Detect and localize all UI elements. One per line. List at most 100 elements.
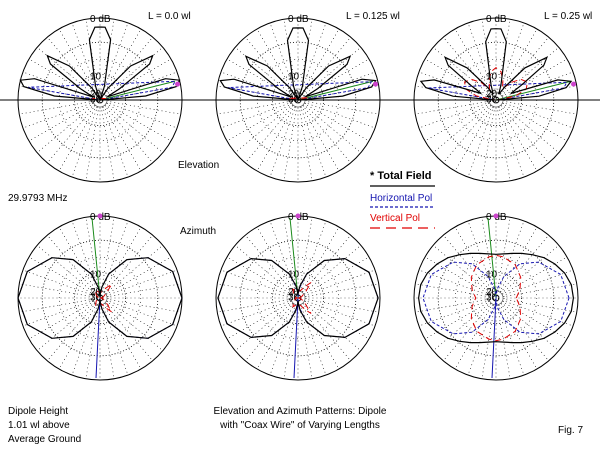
legend-vertical-pol: Vertical Pol [370, 213, 421, 224]
grid-ring-minor [454, 256, 538, 340]
grid-spoke [256, 300, 298, 370]
vertical-pol-trace [464, 67, 528, 101]
grid-spoke [498, 100, 568, 142]
peak-marker [571, 81, 577, 87]
ring-label: 0 dB [90, 14, 111, 25]
grid-spoke [28, 298, 98, 340]
total-field-trace [417, 252, 575, 344]
ring-label: 0 dB [288, 14, 309, 25]
vertical-pol-trace [470, 254, 522, 342]
grid-spoke [424, 58, 494, 100]
elevation-label: Elevation [178, 160, 220, 171]
grid-spoke [100, 226, 142, 296]
ring-label: 10 [90, 71, 102, 82]
grid-ring-minor [58, 256, 142, 340]
azimuth-ray-down [491, 297, 497, 379]
grid-spoke [28, 256, 98, 298]
grid-spoke [298, 102, 340, 172]
grid-spoke [28, 100, 98, 142]
horizontal-pol-trace [227, 81, 373, 101]
total-field-trace [19, 26, 181, 101]
grid-ring [74, 271, 127, 324]
ring-label: 10 [90, 269, 102, 280]
ring-label: 20 [486, 287, 498, 298]
legend-horizontal-pol: Horizontal Pol [370, 193, 433, 204]
ring-label: 30 [90, 293, 102, 304]
grid-spoke [454, 300, 496, 370]
grid-spoke [226, 298, 296, 340]
horizontal-pol-trace [28, 80, 176, 101]
azimuth-label: Azimuth [180, 226, 217, 237]
grid-spoke [496, 102, 538, 172]
azimuth-ray-up [91, 217, 101, 299]
legend-total-field: * Total Field [370, 170, 432, 182]
grid-spoke [256, 226, 298, 296]
vertical-pol-trace [292, 282, 312, 314]
peak-marker [373, 81, 379, 87]
azimuth-ray-down [293, 297, 299, 379]
grid-spoke [226, 256, 296, 298]
peak-marker [175, 81, 181, 87]
grid-spoke [298, 300, 340, 370]
ring-label: 0 dB [486, 14, 507, 25]
grid-spoke [300, 100, 370, 142]
grid-spoke [298, 226, 340, 296]
grid-spoke [100, 300, 142, 370]
grid-spoke [496, 300, 538, 370]
grid-spoke [102, 298, 172, 340]
figure-number: Fig. 7 [558, 425, 584, 436]
grid-ring [271, 271, 324, 324]
caption-line-2: with "Coax Wire" of Varying Lengths [220, 420, 380, 431]
grid-spoke [102, 256, 172, 298]
grid-spoke [58, 300, 100, 370]
peak-marker [97, 213, 103, 219]
height-line-2: 1.01 wl above [8, 420, 70, 431]
max-gain-ray [495, 80, 572, 101]
total-field-trace [419, 28, 573, 101]
azimuth-ray-down [95, 297, 101, 379]
azimuth-ray-up [487, 217, 497, 299]
ring-label: 10 [486, 269, 498, 280]
frequency-label: 29.9793 MHz [8, 193, 68, 204]
ring-label: 10 [288, 71, 300, 82]
grid-ring [469, 271, 522, 324]
grid-spoke [498, 58, 568, 100]
peak-marker [295, 213, 301, 219]
ring-label: 30 [486, 293, 498, 304]
grid-spoke [424, 100, 494, 142]
grid-ring [41, 239, 159, 357]
grid-ring [239, 239, 357, 357]
total-field-trace [217, 257, 379, 339]
caption-line-1: Elevation and Azimuth Patterns: Dipole [213, 406, 387, 417]
grid-spoke [300, 256, 370, 298]
grid-spoke [454, 102, 496, 172]
ring-label: 10 [288, 269, 300, 280]
chart-title: L = 0.25 wl [544, 11, 592, 22]
grid-ring-minor [256, 256, 340, 340]
grid-spoke [226, 100, 296, 142]
azimuth-ray-up [289, 217, 299, 299]
max-gain-ray [297, 80, 374, 101]
grid-spoke [496, 226, 538, 296]
grid-spoke [300, 298, 370, 340]
grid-spoke [58, 102, 100, 172]
max-gain-ray [99, 80, 176, 101]
grid-spoke [102, 100, 172, 142]
chart-title: L = 0.125 wl [346, 11, 400, 22]
grid-spoke [454, 226, 496, 296]
grid-spoke [58, 226, 100, 296]
ring-label: 10 [486, 71, 498, 82]
ring-label: 20 [486, 89, 498, 100]
total-field-trace [219, 27, 377, 101]
height-line-3: Average Ground [8, 434, 82, 445]
chart-title: L = 0.0 wl [148, 11, 191, 22]
height-line-1: Dipole Height [8, 406, 69, 417]
horizontal-pol-trace [428, 81, 568, 101]
grid-spoke [100, 102, 142, 172]
grid-spoke [256, 102, 298, 172]
ring-label: 30 [288, 293, 300, 304]
peak-marker [493, 213, 499, 219]
total-field-trace [17, 257, 183, 339]
